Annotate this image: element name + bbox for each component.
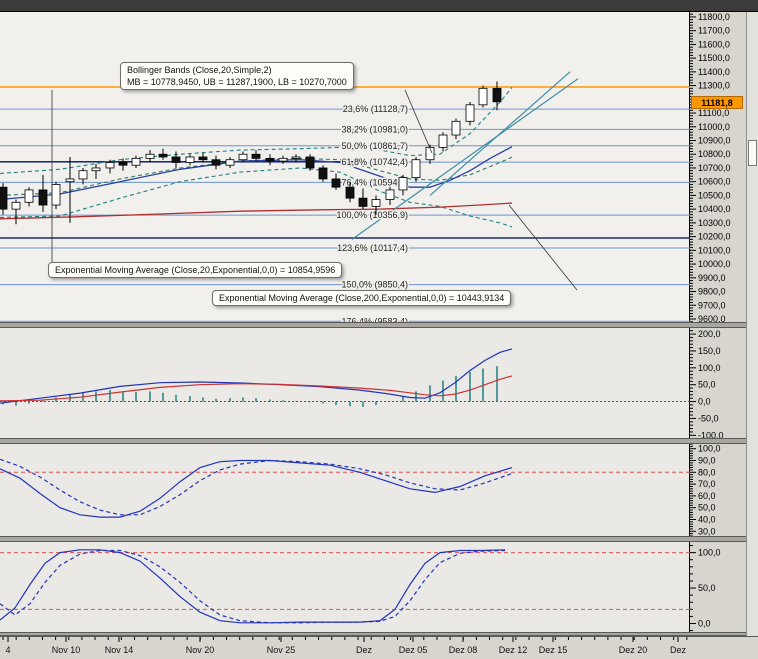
svg-text:4: 4	[5, 645, 10, 655]
svg-text:100,0: 100,0	[698, 444, 721, 454]
main-price-chart[interactable]: 23,6% (11128,7) 38,2% (10981,0) 50,0% (108…	[0, 12, 690, 322]
panel-splitter-3[interactable]	[0, 536, 758, 542]
svg-text:9900,0: 9900,0	[698, 273, 726, 283]
svg-text:11600,0: 11600,0	[698, 39, 730, 49]
svg-text:Dez: Dez	[670, 645, 687, 655]
vertical-scrollbar[interactable]	[746, 12, 758, 636]
svg-text:123,6% (10117,4): 123,6% (10117,4)	[337, 243, 408, 253]
svg-text:10900,0: 10900,0	[698, 136, 731, 146]
svg-text:176,4% (9583,4): 176,4% (9583,4)	[341, 316, 408, 322]
price-axis-scale[interactable]: 11800,0 11700,0 11600,0 11500,0 11400,0 11300…	[690, 12, 746, 322]
svg-text:50,0: 50,0	[698, 380, 716, 390]
svg-text:40,0: 40,0	[698, 514, 716, 524]
svg-text:Nov 20: Nov 20	[186, 645, 215, 655]
svg-text:9700,0: 9700,0	[698, 300, 726, 310]
svg-text:10000,0: 10000,0	[698, 259, 731, 269]
svg-text:11700,0: 11700,0	[698, 26, 730, 36]
oscillator-axis[interactable]: 100,0 50,0 0,0	[690, 542, 746, 632]
svg-text:-100,0: -100,0	[698, 430, 724, 438]
svg-text:23,6% (11128,7): 23,6% (11128,7)	[343, 104, 408, 114]
panel-splitter-1[interactable]	[0, 322, 758, 328]
svg-text:10100,0: 10100,0	[698, 245, 731, 255]
svg-text:50,0: 50,0	[698, 583, 716, 593]
svg-text:11300,0: 11300,0	[698, 81, 730, 91]
svg-text:10200,0: 10200,0	[698, 232, 731, 242]
panel-splitter-2[interactable]	[0, 438, 758, 444]
svg-text:76,4% (10594,7): 76,4% (10594,7)	[341, 177, 408, 187]
svg-text:11400,0: 11400,0	[698, 67, 730, 77]
svg-text:50,0% (10861,7): 50,0% (10861,7)	[341, 141, 408, 151]
macd-axis[interactable]: 200,0 150,0 100,0 50,0 0,0 -50,0 -100,0	[690, 328, 746, 438]
stochastic-indicator-chart[interactable]	[0, 444, 690, 536]
last-price-badge: 11181,8	[691, 95, 743, 109]
svg-text:11100,0: 11100,0	[698, 108, 729, 118]
svg-text:0,0: 0,0	[698, 397, 711, 407]
svg-text:11000,0: 11000,0	[698, 122, 730, 132]
ema200-annotation-box[interactable]: Exponential Moving Average (Close,200,Ex…	[212, 290, 512, 306]
svg-text:10400,0: 10400,0	[698, 204, 731, 214]
svg-text:10700,0: 10700,0	[698, 163, 731, 173]
svg-text:60,0: 60,0	[698, 491, 716, 501]
svg-text:10600,0: 10600,0	[698, 177, 731, 187]
panel-splitter-4[interactable]	[0, 632, 758, 636]
svg-text:90,0: 90,0	[698, 456, 716, 466]
macd-panel: 200,0 150,0 100,0 50,0 0,0 -50,0 -100,0	[0, 328, 758, 438]
svg-text:70,0: 70,0	[698, 479, 716, 489]
svg-text:Dez 05: Dez 05	[399, 645, 428, 655]
main-chart-canvas[interactable]: 23,6% (11128,7) 38,2% (10981,0) 50,0% (108…	[0, 12, 690, 322]
svg-text:61,8% (10742,4): 61,8% (10742,4)	[341, 157, 408, 167]
svg-text:Dez 20: Dez 20	[619, 645, 648, 655]
svg-text:9600,0: 9600,0	[698, 314, 726, 322]
ema20-annotation-label: Exponential Moving Average (Close,20,Exp…	[55, 265, 336, 275]
svg-text:80,0: 80,0	[698, 467, 716, 477]
oscillator-indicator-chart[interactable]	[0, 542, 690, 632]
oscillator-panel: 100,0 50,0 0,0	[0, 542, 758, 632]
svg-text:Nov 10: Nov 10	[52, 645, 81, 655]
svg-text:Dez 12: Dez 12	[499, 645, 528, 655]
svg-text:Dez: Dez	[356, 645, 373, 655]
svg-text:150,0: 150,0	[698, 346, 721, 356]
oscillator-axis-scale[interactable]: 100,0 50,0 0,0	[690, 542, 746, 632]
svg-text:38,2% (10981,0): 38,2% (10981,0)	[341, 124, 408, 134]
stochastic-axis-scale[interactable]: 100,0 90,080,0 70,0 60,0 50,040,0 30,0	[690, 444, 746, 536]
oscillator-canvas[interactable]	[0, 542, 690, 632]
bollinger-annotation-line1: Bollinger Bands (Close,20,Simple,2)	[127, 65, 272, 75]
svg-text:Nov 25: Nov 25	[267, 645, 296, 655]
bollinger-annotation-box[interactable]: Bollinger Bands (Close,20,Simple,2) MB =…	[120, 62, 354, 90]
price-axis[interactable]: 11800,0 11700,0 11600,0 11500,0 11400,0 11300…	[690, 12, 746, 322]
svg-text:10800,0: 10800,0	[698, 149, 731, 159]
stochastic-canvas[interactable]	[0, 444, 690, 536]
svg-text:Nov 14: Nov 14	[105, 645, 134, 655]
svg-text:0,0: 0,0	[698, 618, 711, 628]
svg-text:Dez 08: Dez 08	[449, 645, 478, 655]
macd-indicator-chart[interactable]	[0, 328, 690, 438]
time-axis-scale[interactable]: 4 Nov 10 Nov 14 Nov 20 Nov 25 Dez Dez 05 Dez 08…	[0, 637, 758, 659]
svg-text:200,0: 200,0	[698, 329, 721, 339]
top-toolbar[interactable]	[0, 0, 758, 12]
svg-text:100,0% (10356,9): 100,0% (10356,9)	[336, 210, 408, 220]
svg-text:30,0: 30,0	[698, 526, 716, 536]
svg-text:10300,0: 10300,0	[698, 218, 731, 228]
scrollbar-thumb[interactable]	[748, 140, 757, 166]
svg-text:11500,0: 11500,0	[698, 53, 730, 63]
svg-text:50,0: 50,0	[698, 503, 716, 513]
main-price-panel: 23,6% (11128,7) 38,2% (10981,0) 50,0% (108…	[0, 12, 758, 322]
svg-text:100,0: 100,0	[698, 363, 721, 373]
stochastic-panel: 100,0 90,0 80,0 70,0 60,0 50,0 40,0 30,0	[0, 444, 758, 536]
svg-text:9800,0: 9800,0	[698, 287, 726, 297]
svg-text:-50,0: -50,0	[698, 413, 719, 423]
ema200-annotation-label: Exponential Moving Average (Close,200,Ex…	[219, 293, 505, 303]
bollinger-annotation-line2: MB = 10778,9450, UB = 11287,1900, LB = 1…	[127, 77, 347, 87]
time-axis[interactable]: 4 Nov 10 Nov 14 Nov 20 Nov 25 Dez Dez 05 Dez 08…	[0, 636, 758, 659]
macd-canvas[interactable]	[0, 328, 690, 438]
svg-text:Dez 15: Dez 15	[539, 645, 568, 655]
svg-text:10500,0: 10500,0	[698, 190, 731, 200]
svg-text:150,0% (9850,4): 150,0% (9850,4)	[341, 280, 408, 290]
stochastic-axis[interactable]: 100,0 90,0 80,0 70,0 60,0 50,0 40,0 30,0	[690, 444, 746, 536]
svg-text:100,0: 100,0	[698, 548, 721, 558]
ema20-annotation-box[interactable]: Exponential Moving Average (Close,20,Exp…	[48, 262, 343, 278]
svg-text:11800,0: 11800,0	[698, 12, 730, 22]
macd-axis-scale[interactable]: 200,0 150,0 100,0 50,0 0,0 -50,0 -100,0	[690, 328, 746, 438]
